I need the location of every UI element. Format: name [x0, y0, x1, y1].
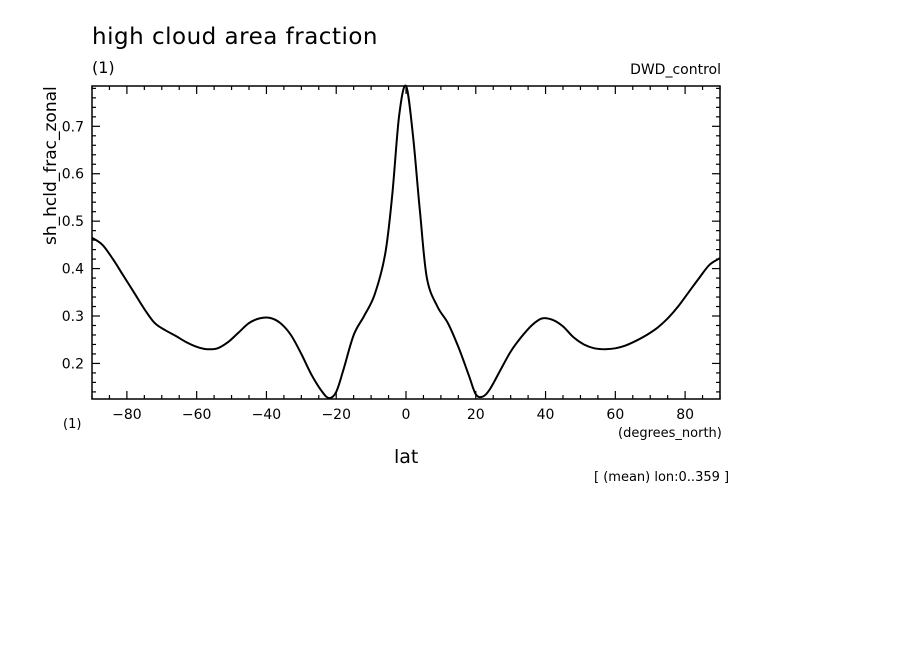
- averaging-note: [ (mean) lon:0..359 ]: [594, 470, 730, 485]
- y-tick-label: 0.3: [62, 309, 84, 325]
- x-tick-label: 80: [676, 407, 694, 423]
- y-tick-label: 0.6: [62, 167, 84, 183]
- x-axis-label: lat: [394, 446, 419, 468]
- axis-ticks: [91, 86, 721, 399]
- x-tick-label: −20: [321, 407, 351, 423]
- plot-frame: [91, 85, 721, 400]
- x-axis-unit: (degrees_north): [618, 426, 722, 441]
- chart-title: high cloud area fraction: [92, 24, 379, 50]
- x-tick-label: 20: [467, 407, 485, 423]
- x-tick-label: −60: [182, 407, 212, 423]
- x-tick-label: −80: [112, 407, 142, 423]
- run-name: DWD_control: [630, 62, 721, 78]
- y-tick-label: 0.7: [62, 119, 84, 135]
- y-tick-label: 0.5: [62, 214, 84, 230]
- y-tick-label: 0.4: [62, 262, 84, 278]
- x-tick-label: 60: [606, 407, 624, 423]
- x-tick-label: −40: [252, 407, 282, 423]
- y-tick-label: 0.2: [62, 356, 84, 372]
- tick-labels: −80 −60 −40 −20 0 20 40 60 80 0.2 0.3 0.4 0.5 0.6 0.7: [62, 119, 694, 423]
- series-line: [91, 84, 721, 400]
- y-axis-unit: (1): [63, 417, 82, 432]
- x-tick-label: 40: [537, 407, 555, 423]
- chart-units: (1): [92, 58, 115, 77]
- x-tick-label: 0: [402, 407, 411, 423]
